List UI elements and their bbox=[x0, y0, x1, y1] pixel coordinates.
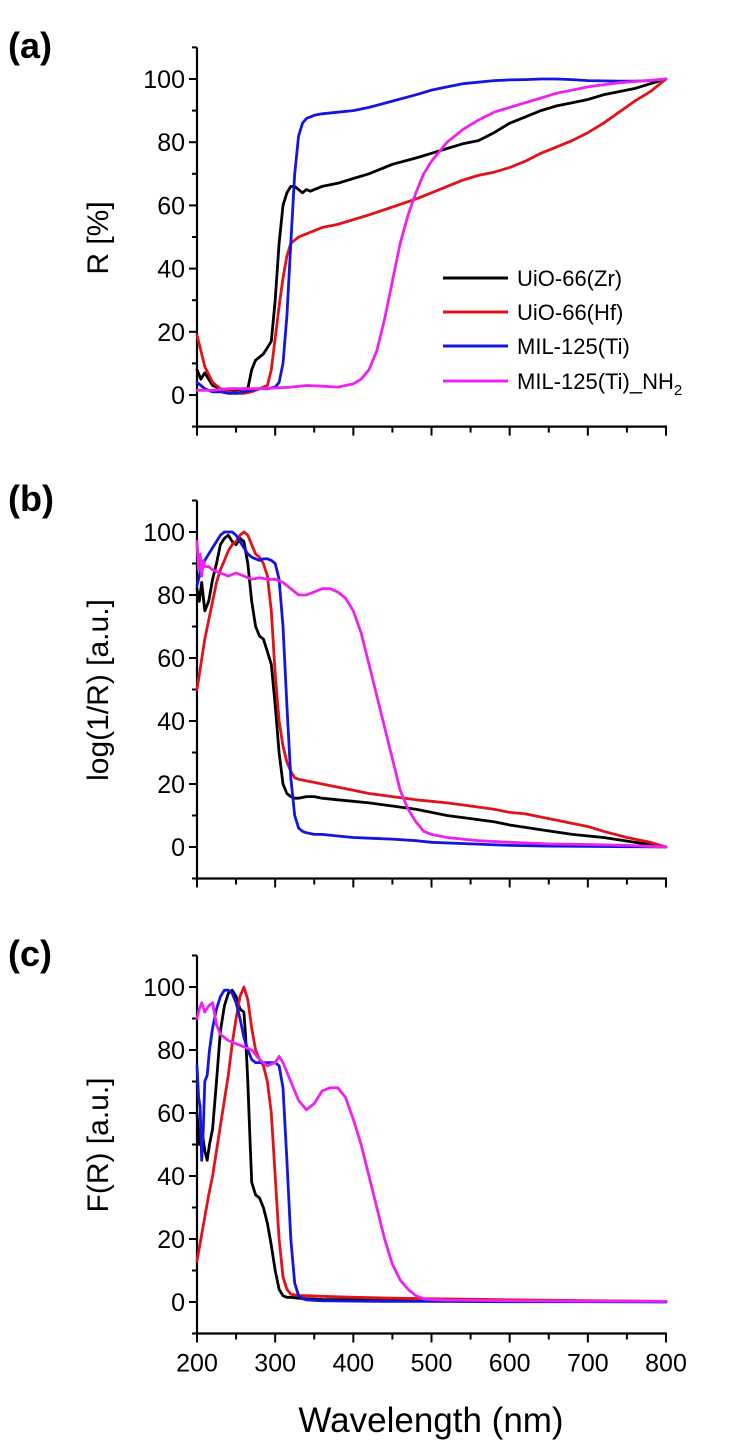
legend-item: MIL-125(Ti) bbox=[443, 334, 630, 359]
x-tick-label: 500 bbox=[411, 1350, 453, 1378]
y-axis-title: log(1/R) [a.u.] bbox=[82, 599, 115, 781]
axes: 0 20 40 60 80 100 bbox=[143, 46, 667, 436]
series-line-mil-125-ti bbox=[195, 77, 668, 395]
x-tick-label: 300 bbox=[254, 1350, 296, 1378]
series-line-uio-66-hf bbox=[195, 985, 668, 1303]
y-tick-label: 20 bbox=[157, 771, 185, 799]
series-line-uio-66-zr bbox=[195, 988, 668, 1303]
legend-subscript: 2 bbox=[674, 382, 682, 399]
y-tick-label: 40 bbox=[157, 256, 185, 284]
y-tick-label: 100 bbox=[143, 974, 185, 1002]
panel-label: (c) bbox=[8, 933, 52, 974]
series-line-mil-125-ti-nh2 bbox=[195, 77, 668, 392]
panel-label: (a) bbox=[8, 25, 52, 66]
y-tick-label: 60 bbox=[157, 645, 185, 673]
series-line-mil-125-ti-nh2 bbox=[195, 1001, 668, 1303]
y-tick-label: 80 bbox=[157, 1037, 185, 1065]
legend-item: UiO-66(Zr) bbox=[443, 266, 622, 291]
x-tick-label: 200 bbox=[176, 1350, 218, 1378]
y-tick-label: 0 bbox=[171, 382, 185, 410]
legend-item: MIL-125(Ti)_NH2 bbox=[443, 369, 682, 399]
y-tick-label: 60 bbox=[157, 1100, 185, 1128]
series-line-uio-66-hf bbox=[195, 77, 668, 395]
y-tick-label: 40 bbox=[157, 1163, 185, 1191]
legend-label: MIL-125(Ti) bbox=[517, 334, 630, 359]
series-group bbox=[195, 77, 668, 395]
panel-c: (c) F(R) [a.u.] 0 20 40 60 80 100 200 300 400 500… bbox=[8, 933, 687, 1440]
y-axis-title: R [%] bbox=[82, 201, 115, 274]
axes: 0 20 40 60 80 100 bbox=[143, 499, 667, 888]
series-line-mil-125-ti-nh2 bbox=[195, 540, 668, 849]
series-line-uio-66-zr bbox=[195, 533, 668, 849]
legend: UiO-66(Zr) UiO-66(Hf) MIL-125(Ti) MIL-125(T… bbox=[443, 266, 682, 399]
y-tick-label: 60 bbox=[157, 192, 185, 220]
series-line-mil-125-ti bbox=[195, 988, 668, 1304]
axes: 0 20 40 60 80 100 200 300 400 500 600 700 800 bbox=[143, 954, 687, 1378]
x-tick-label: 600 bbox=[489, 1350, 531, 1378]
panel-label: (b) bbox=[8, 478, 54, 519]
y-tick-label: 80 bbox=[157, 129, 185, 157]
panel-b: (b) log(1/R) [a.u.] 0 20 40 60 80 100 bbox=[8, 478, 668, 888]
y-tick-label: 0 bbox=[171, 1289, 185, 1317]
legend-label: UiO-66(Zr) bbox=[517, 266, 622, 291]
series-line-mil-125-ti bbox=[195, 530, 668, 849]
legend-item: UiO-66(Hf) bbox=[443, 300, 623, 325]
y-tick-label: 20 bbox=[157, 319, 185, 347]
legend-label: MIL-125(Ti)_NH2 bbox=[517, 369, 682, 399]
x-tick-label: 800 bbox=[645, 1350, 687, 1378]
y-tick-label: 100 bbox=[143, 66, 185, 94]
y-tick-label: 0 bbox=[171, 834, 185, 862]
x-axis-title: Wavelength (nm) bbox=[298, 1401, 563, 1440]
series-group bbox=[195, 985, 668, 1304]
x-tick-label: 700 bbox=[567, 1350, 609, 1378]
y-tick-label: 80 bbox=[157, 582, 185, 610]
x-tick-label: 400 bbox=[332, 1350, 374, 1378]
legend-label: UiO-66(Hf) bbox=[517, 300, 623, 325]
series-group bbox=[195, 530, 668, 849]
y-axis-title: F(R) [a.u.] bbox=[82, 1077, 115, 1212]
y-tick-label: 40 bbox=[157, 708, 185, 736]
y-tick-label: 100 bbox=[143, 519, 185, 547]
y-tick-label: 20 bbox=[157, 1226, 185, 1254]
